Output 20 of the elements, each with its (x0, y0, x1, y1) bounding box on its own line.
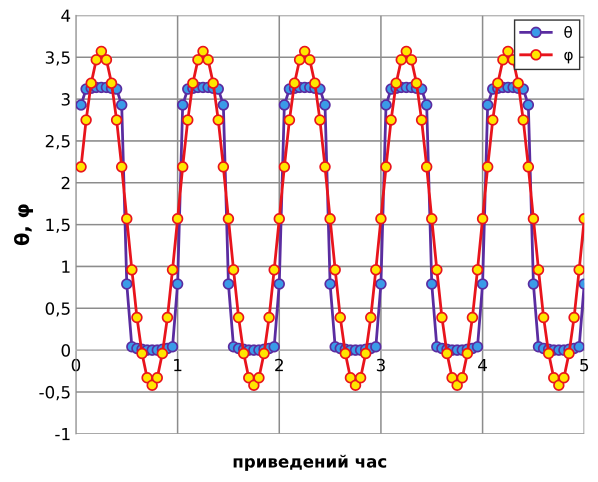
x-tick-label: 1 (174, 358, 182, 372)
y-tick-label: 3,5 (46, 51, 70, 66)
y-axis-title: θ, φ (14, 204, 34, 246)
y-tick-label: 0 (62, 344, 70, 357)
x-tick-label: 3 (376, 358, 385, 372)
y-tick-label: 1,5 (46, 218, 70, 233)
y-tick-label: -1 (55, 428, 70, 440)
x-axis-title: приведений час (234, 454, 386, 471)
legend-label: φ (564, 52, 573, 64)
y-tick-label: 2,5 (46, 134, 70, 150)
y-tick-label: -0,5 (39, 386, 70, 400)
y-tick-label: 2 (62, 176, 70, 190)
legend-label: θ (564, 26, 572, 38)
y-tick-label: 1 (62, 260, 70, 273)
x-tick-label: 2 (275, 358, 283, 372)
y-tick-label: 0,5 (46, 302, 70, 317)
x-tick-label: 4 (478, 358, 487, 372)
x-tick-label: 5 (580, 358, 588, 372)
y-tick-label: 3 (62, 93, 70, 106)
y-tick-label: 4 (61, 10, 70, 22)
